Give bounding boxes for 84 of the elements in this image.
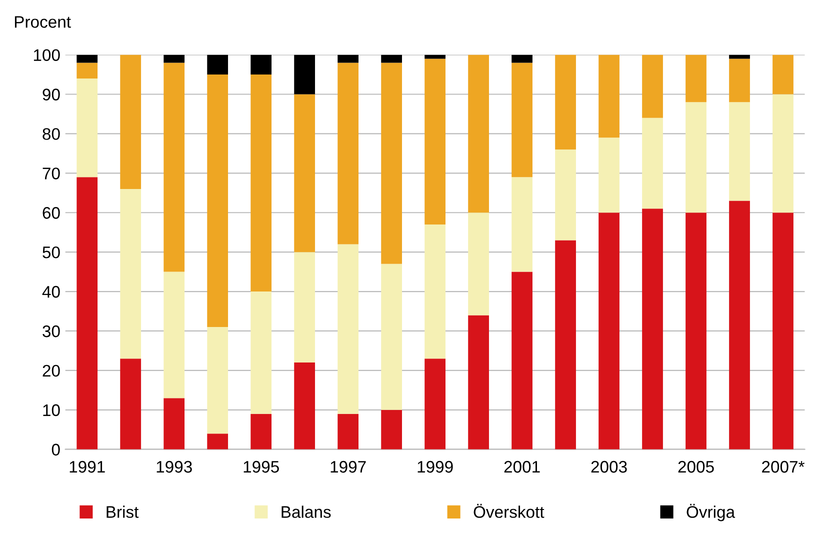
- bar: [381, 62, 402, 264]
- bar: [642, 118, 663, 209]
- x-tick-label: 1993: [156, 460, 192, 473]
- bar: [424, 358, 446, 450]
- bar: [250, 74, 272, 292]
- x-tick-label: 2001: [504, 460, 540, 473]
- bar: [164, 272, 185, 398]
- bar: [555, 54, 576, 150]
- legend-label: Brist: [106, 506, 139, 518]
- bar: [250, 54, 272, 75]
- bar: [207, 434, 228, 450]
- bar: [772, 54, 794, 94]
- y-tick-label: 50: [42, 246, 60, 258]
- bar: [207, 327, 228, 434]
- bar: [598, 54, 620, 138]
- legend-label: Balans: [282, 506, 331, 518]
- bar: [164, 54, 185, 63]
- x-tick-label: 1991: [70, 460, 105, 473]
- bar: [555, 149, 576, 240]
- bar: [164, 62, 185, 272]
- x-tick-label: 2007*: [762, 460, 805, 473]
- x-tick-label: 1997: [330, 460, 366, 473]
- bar: [512, 177, 532, 272]
- bar: [555, 240, 576, 450]
- bar: [338, 244, 359, 414]
- bar: [381, 410, 402, 450]
- bar: [207, 54, 228, 75]
- y-tick-label: 40: [42, 286, 60, 298]
- bar: [642, 54, 663, 118]
- bar: [294, 54, 316, 94]
- bar: [468, 315, 489, 450]
- bar: [250, 292, 272, 414]
- x-tick-label: 1995: [244, 460, 279, 473]
- bar: [642, 208, 663, 450]
- bar: [76, 62, 98, 78]
- y-tick-label: 70: [42, 168, 60, 180]
- y-tick-label: 0: [52, 444, 60, 456]
- bar: [686, 102, 706, 213]
- bar: [381, 54, 402, 63]
- y-tick-label: 100: [34, 49, 60, 62]
- bar: [772, 94, 794, 213]
- bar: [338, 62, 359, 244]
- bar: [250, 414, 272, 450]
- bar: [164, 398, 185, 450]
- bar: [76, 78, 98, 178]
- legend-label: Överskott: [474, 504, 544, 518]
- bar: [598, 138, 620, 213]
- y-tick-label: 60: [42, 207, 60, 219]
- bar: [772, 212, 794, 450]
- bar: [424, 58, 446, 224]
- y-tick-label: 90: [42, 88, 60, 100]
- bar: [120, 358, 142, 450]
- bar: [512, 62, 532, 178]
- bar: [76, 177, 98, 450]
- y-tick-label: 80: [42, 128, 60, 140]
- bar: [294, 252, 316, 363]
- bar: [468, 212, 489, 316]
- bar: [598, 212, 620, 450]
- y-tick-label: 20: [42, 364, 60, 377]
- legend-label: Övriga: [686, 504, 736, 522]
- bar: [294, 362, 316, 450]
- bar: [729, 200, 750, 450]
- x-tick-label: 2003: [591, 460, 627, 473]
- bar: [729, 58, 750, 102]
- bar: [512, 272, 532, 450]
- bar: [76, 54, 98, 63]
- x-tick-label: 1999: [418, 460, 453, 473]
- bar: [338, 414, 359, 450]
- bar: [512, 54, 532, 63]
- y-axis-title: Procent: [14, 16, 71, 28]
- bar: [120, 54, 142, 189]
- bar: [686, 54, 706, 102]
- bar: [468, 54, 489, 213]
- x-tick-label: 2005: [678, 460, 714, 473]
- bar: [729, 102, 750, 201]
- bar: [294, 94, 316, 252]
- y-tick-label: 30: [42, 325, 60, 338]
- bar: [686, 212, 706, 450]
- bar: [207, 74, 228, 328]
- bar: [424, 224, 446, 359]
- y-tick-label: 10: [43, 404, 60, 416]
- bar: [381, 264, 402, 410]
- bar: [120, 188, 142, 359]
- bar: [338, 54, 359, 63]
